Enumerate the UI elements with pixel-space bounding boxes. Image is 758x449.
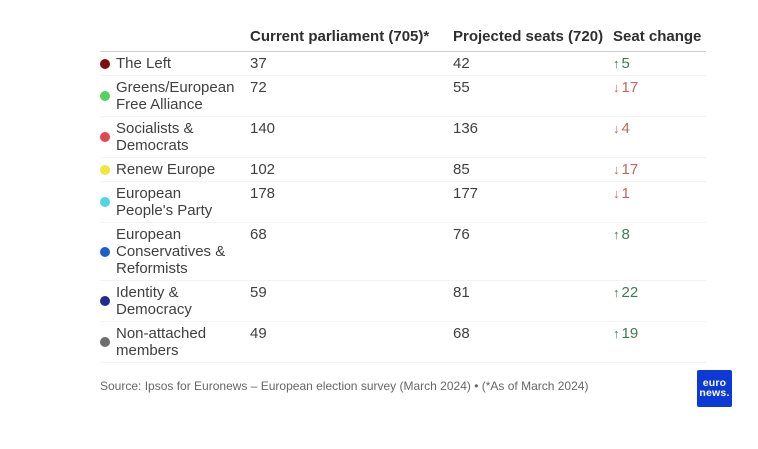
- seat-change: ↓ 17: [613, 161, 706, 178]
- table-header-row: Current parliament (705)* Projected seat…: [100, 28, 706, 52]
- party-cell: European People's Party: [100, 185, 250, 219]
- projected-seats: 81: [453, 284, 470, 301]
- current-seats: 102: [250, 161, 276, 178]
- party-name: Greens/European Free Alliance: [116, 79, 235, 113]
- current-seats: 37: [250, 55, 267, 72]
- party-name: Identity & Democracy: [116, 284, 192, 318]
- table-row: Socialists & Democrats 140 136 ↓ 4: [100, 117, 706, 158]
- change-value: 5: [621, 55, 630, 72]
- change-arrow-icon: ↓: [613, 80, 620, 95]
- table-row: European Conservatives & Reformists 68 7…: [100, 223, 706, 281]
- table-row: The Left 37 42 ↑ 5: [100, 52, 706, 76]
- current-seats: 68: [250, 226, 267, 243]
- change-value: 22: [621, 284, 639, 301]
- table-row: Identity & Democracy 59 81 ↑ 22: [100, 281, 706, 322]
- current-seats: 178: [250, 185, 276, 202]
- party-cell: Non-attached members: [100, 325, 250, 359]
- change-value: 17: [621, 161, 639, 178]
- source-caption: Source: Ipsos for Euronews – European el…: [100, 379, 589, 393]
- change-value: 17: [621, 79, 639, 96]
- party-name: European Conservatives & Reformists: [116, 226, 226, 277]
- party-cell: Renew Europe: [100, 161, 250, 178]
- party-name: European People's Party: [116, 185, 213, 219]
- projected-seats: 85: [453, 161, 470, 178]
- party-name: Non-attached members: [116, 325, 207, 359]
- projected-seats: 68: [453, 325, 470, 342]
- party-name: Renew Europe: [116, 161, 216, 178]
- table-row: Greens/European Free Alliance 72 55 ↓ 17: [100, 76, 706, 117]
- seat-projection-table: Current parliament (705)* Projected seat…: [100, 28, 706, 363]
- seat-change: ↓ 1: [613, 185, 706, 219]
- seat-change: ↑ 5: [613, 55, 706, 72]
- change-arrow-icon: ↑: [613, 227, 620, 242]
- change-arrow-icon: ↑: [613, 56, 620, 71]
- current-seats: 72: [250, 79, 267, 96]
- current-seats: 59: [250, 284, 267, 301]
- party-color-dot: [100, 164, 110, 175]
- party-cell: European Conservatives & Reformists: [100, 226, 250, 277]
- euronews-logo: euro news.: [697, 370, 732, 407]
- change-arrow-icon: ↓: [613, 121, 620, 136]
- party-cell: Greens/European Free Alliance: [100, 79, 250, 113]
- party-cell: Socialists & Democrats: [100, 120, 250, 154]
- projected-seats: 136: [453, 120, 479, 137]
- table-row: European People's Party 178 177 ↓ 1: [100, 182, 706, 223]
- seat-change: ↓ 4: [613, 120, 706, 154]
- party-name: The Left: [116, 55, 172, 72]
- projected-seats: 177: [453, 185, 479, 202]
- euronews-logo-line2: news.: [699, 387, 730, 399]
- seat-change: ↑ 8: [613, 226, 706, 277]
- party-color-dot: [100, 296, 110, 306]
- party-cell: Identity & Democracy: [100, 284, 250, 318]
- col-header-current: Current parliament (705)*: [250, 28, 430, 45]
- col-header-change: Seat change: [613, 28, 702, 45]
- col-header-party: [100, 28, 250, 45]
- projected-seats: 42: [453, 55, 470, 72]
- change-arrow-icon: ↑: [613, 285, 620, 300]
- party-color-dot: [100, 246, 110, 257]
- table-row: Renew Europe 102 85 ↓ 17: [100, 158, 706, 182]
- seat-change: ↓ 17: [613, 79, 706, 113]
- party-cell: The Left: [100, 55, 250, 72]
- change-arrow-icon: ↑: [613, 326, 620, 341]
- projected-seats: 55: [453, 79, 470, 96]
- party-color-dot: [100, 337, 110, 347]
- current-seats: 140: [250, 120, 276, 137]
- col-header-projected: Projected seats (720): [453, 28, 604, 45]
- change-value: 4: [621, 120, 630, 137]
- current-seats: 49: [250, 325, 267, 342]
- party-color-dot: [100, 91, 110, 101]
- change-value: 1: [621, 185, 630, 202]
- change-value: 19: [621, 325, 639, 342]
- table-row: Non-attached members 49 68 ↑ 19: [100, 322, 706, 363]
- seat-change: ↑ 19: [613, 325, 706, 359]
- seat-change: ↑ 22: [613, 284, 706, 318]
- party-color-dot: [100, 58, 110, 69]
- party-color-dot: [100, 132, 110, 142]
- projected-seats: 76: [453, 226, 470, 243]
- party-name: Socialists & Democrats: [116, 120, 194, 154]
- euronews-logo-line1: euro: [702, 377, 727, 389]
- change-arrow-icon: ↓: [613, 162, 620, 177]
- change-arrow-icon: ↓: [613, 186, 620, 201]
- party-color-dot: [100, 197, 110, 207]
- change-value: 8: [621, 226, 630, 243]
